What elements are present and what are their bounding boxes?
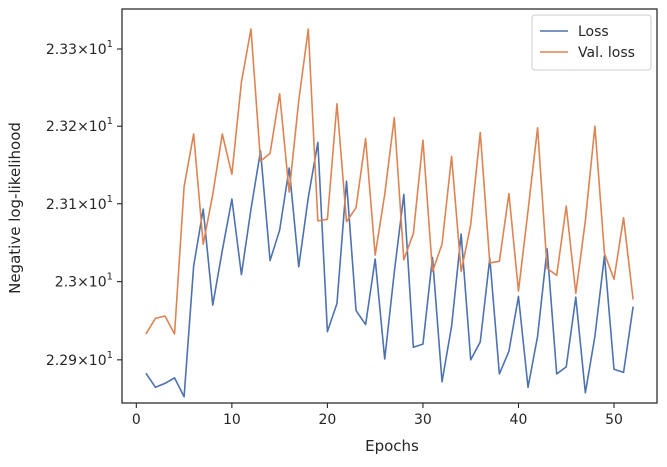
x-tick-label: 30 xyxy=(414,412,432,428)
y-tick-label: 2.31×101 xyxy=(46,194,113,213)
plot-frame xyxy=(121,8,658,404)
x-tick-label: 20 xyxy=(318,412,336,428)
y-tick-base: 10 xyxy=(89,275,107,291)
y-tick-exp: 1 xyxy=(107,116,113,127)
y-tick-mantissa: 2.3 xyxy=(55,275,77,291)
axes: 0 10 20 30 40 502.29×1012.3×1012.31×1012.32×1… xyxy=(46,8,658,428)
y-tick-label: 2.32×101 xyxy=(46,116,113,135)
x-tick-label: 40 xyxy=(510,412,528,428)
y-tick-times: × xyxy=(77,42,89,58)
plot-area xyxy=(145,28,634,398)
series-line-val-loss xyxy=(145,28,634,335)
y-axis-title: Negative log-likelihood xyxy=(6,122,24,294)
series-line-loss xyxy=(145,141,634,398)
y-tick-exp: 1 xyxy=(107,350,113,361)
y-tick-exp: 1 xyxy=(107,194,113,205)
legend: Loss Val. loss xyxy=(531,14,652,71)
y-tick-label: 2.3×101 xyxy=(55,272,113,291)
legend-label-loss: Loss xyxy=(578,24,609,40)
y-tick-mantissa: 2.31 xyxy=(46,197,77,213)
y-tick-times: × xyxy=(77,275,89,291)
y-tick-times: × xyxy=(77,197,89,213)
y-tick-label: 2.29×101 xyxy=(46,350,113,369)
y-tick-times: × xyxy=(77,119,89,135)
y-tick-mantissa: 2.32 xyxy=(46,119,77,135)
x-axis-title: Epochs xyxy=(365,437,419,455)
y-tick-label: 2.33×101 xyxy=(46,39,113,58)
y-tick-base: 10 xyxy=(89,353,107,369)
y-tick-base: 10 xyxy=(89,197,107,213)
y-tick-mantissa: 2.29 xyxy=(46,353,77,369)
legend-label-val-loss: Val. loss xyxy=(578,45,635,61)
y-tick-times: × xyxy=(77,353,89,369)
y-tick-exp: 1 xyxy=(107,39,113,50)
y-tick-base: 10 xyxy=(89,42,107,58)
x-tick-label: 10 xyxy=(223,412,241,428)
y-tick-exp: 1 xyxy=(107,272,113,283)
y-tick-mantissa: 2.33 xyxy=(46,42,77,58)
x-tick-label: 50 xyxy=(605,412,623,428)
x-tick-label: 0 xyxy=(132,412,141,428)
y-tick-base: 10 xyxy=(89,119,107,135)
legend-box xyxy=(531,14,652,71)
